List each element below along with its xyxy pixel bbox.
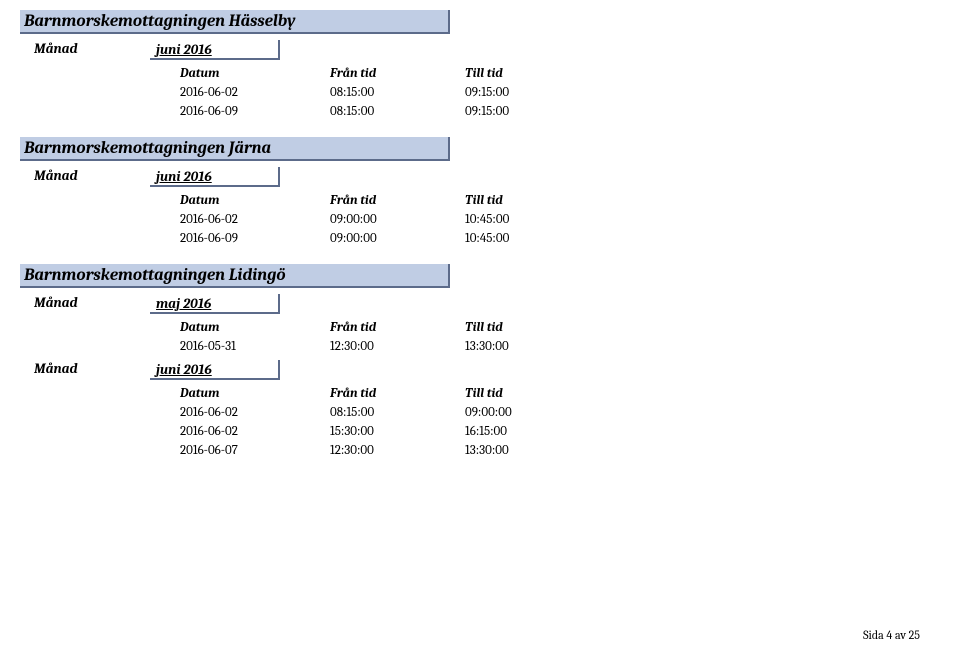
table-row: 2016-06-0208:15:0009:15:00 [180,85,925,100]
table-row: 2016-06-0208:15:0009:00:00 [180,405,925,420]
cell-fran-tid: 08:15:00 [330,104,465,119]
cell-datum: 2016-05-31 [180,339,330,354]
cell-datum: 2016-06-02 [180,405,330,420]
cell-fran-tid: 09:00:00 [330,231,465,246]
month-row: Månadjuni 2016 [20,40,925,60]
table-row: 2016-06-0215:30:0016:15:00 [180,424,925,439]
cell-datum: 2016-06-07 [180,443,330,458]
header-fran-tid: Från tid [330,193,465,208]
cell-till-tid: 16:15:00 [465,424,565,439]
table-header-row: DatumFrån tidTill tid [180,320,925,335]
table-header-row: DatumFrån tidTill tid [180,66,925,81]
month-label: Månad [34,360,150,377]
data-block: DatumFrån tidTill tid 2016-05-3112:30:001… [20,320,925,354]
cell-till-tid: 09:15:00 [465,104,565,119]
month-value: juni 2016 [150,360,280,380]
header-till-tid: Till tid [465,193,565,208]
report-section: Barnmorskemottagningen Hässelby Månadjuni… [20,10,925,119]
header-fran-tid: Från tid [330,66,465,81]
cell-till-tid: 10:45:00 [465,212,565,227]
section-title: Barnmorskemottagningen Järna [20,137,450,161]
table-header-row: DatumFrån tidTill tid [180,193,925,208]
cell-till-tid: 13:30:00 [465,443,565,458]
data-block: DatumFrån tidTill tid 2016-06-0208:15:000… [20,386,925,458]
header-datum: Datum [180,386,330,401]
data-block: DatumFrån tidTill tid2016-06-0208:15:000… [20,66,925,119]
month-label: Månad [34,167,150,184]
header-datum: Datum [180,320,330,335]
cell-till-tid: 13:30:00 [465,339,565,354]
cell-datum: 2016-06-02 [180,85,330,100]
table-row: 2016-06-0909:00:0010:45:00 [180,231,925,246]
cell-fran-tid: 08:15:00 [330,85,465,100]
cell-till-tid: 09:15:00 [465,85,565,100]
header-till-tid: Till tid [465,66,565,81]
table-header-row: DatumFrån tidTill tid [180,386,925,401]
month-value: maj 2016 [150,294,280,314]
cell-fran-tid: 12:30:00 [330,339,465,354]
header-till-tid: Till tid [465,386,565,401]
header-till-tid: Till tid [465,320,565,335]
header-fran-tid: Från tid [330,386,465,401]
header-fran-tid: Från tid [330,320,465,335]
page: Barnmorskemottagningen HässelbyMånadjuni… [0,0,960,458]
cell-datum: 2016-06-02 [180,424,330,439]
cell-till-tid: 10:45:00 [465,231,565,246]
table-row: 2016-06-0712:30:0013:30:00 [180,443,925,458]
page-footer: Sida 4 av 25 [863,628,920,642]
data-block: DatumFrån tidTill tid 2016-06-0209:00:001… [20,193,925,246]
section-title: Barnmorskemottagningen Lidingö [20,264,450,288]
month-label: Månad [34,40,150,57]
cell-datum: 2016-06-09 [180,104,330,119]
cell-datum: 2016-06-09 [180,231,330,246]
cell-datum: 2016-06-02 [180,212,330,227]
table-row: 2016-05-3112:30:0013:30:00 [180,339,925,354]
section-title: Barnmorskemottagningen Hässelby [20,10,450,34]
cell-fran-tid: 12:30:00 [330,443,465,458]
report-section: Barnmorskemottagningen LidingöMånadmaj 2… [20,264,925,458]
table-row: 2016-06-0908:15:0009:15:00 [180,104,925,119]
cell-fran-tid: 08:15:00 [330,405,465,420]
month-row: Månadjuni 2016 [20,360,925,380]
table-row: 2016-06-0209:00:0010:45:00 [180,212,925,227]
cell-fran-tid: 15:30:00 [330,424,465,439]
cell-till-tid: 09:00:00 [465,405,565,420]
month-label: Månad [34,294,150,311]
month-row: Månadjuni 2016 [20,167,925,187]
month-value: juni 2016 [150,40,280,60]
cell-fran-tid: 09:00:00 [330,212,465,227]
month-row: Månadmaj 2016 [20,294,925,314]
header-datum: Datum [180,193,330,208]
month-value: juni 2016 [150,167,280,187]
report-section: Barnmorskemottagningen Järna Månadjuni 20… [20,137,925,246]
header-datum: Datum [180,66,330,81]
